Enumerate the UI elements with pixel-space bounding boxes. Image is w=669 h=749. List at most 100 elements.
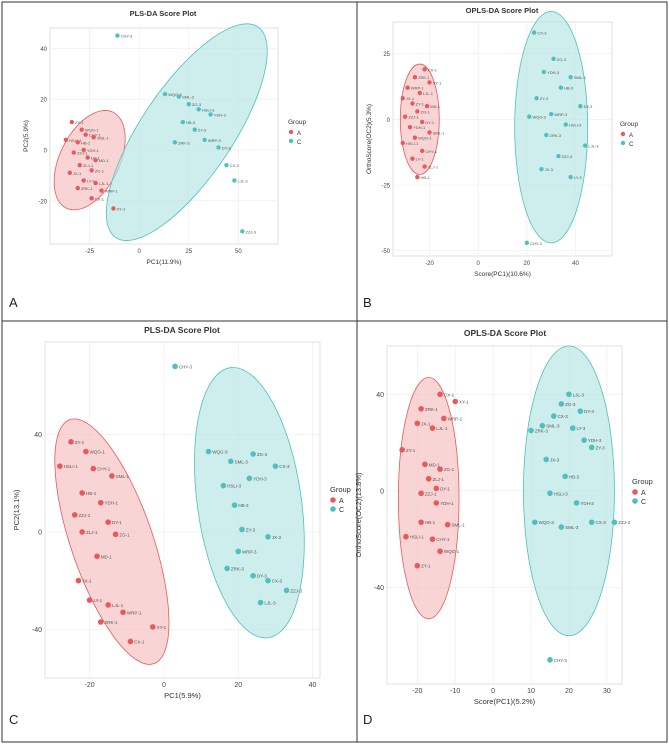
point-label: LY-3 (574, 175, 583, 180)
point-label: HSLI-1 (64, 464, 79, 469)
point-label: JX-1 (82, 579, 92, 584)
point-label: WQG-3 (532, 115, 546, 120)
point-label: ZY-3 (540, 96, 549, 101)
data-point-c (524, 240, 530, 246)
y-tick-label: -50 (381, 249, 390, 255)
legend-swatch-c (632, 498, 638, 504)
data-point-a (402, 114, 408, 119)
data-point-c (240, 229, 245, 234)
point-label: ZY-1 (421, 564, 431, 569)
x-tick-label: -25 (85, 249, 94, 255)
point-label: DY-1 (440, 486, 450, 491)
y-tick-label: -40 (32, 627, 42, 634)
point-label: MD-1 (101, 554, 112, 559)
point-label: DY-3 (584, 409, 594, 414)
data-point-a (422, 67, 427, 72)
point-label: ZG-1 (444, 467, 455, 472)
data-point-c (192, 127, 197, 132)
y-tick-label: 40 (40, 47, 47, 53)
point-label: CX-1 (134, 639, 145, 644)
point-label: WRP-3 (208, 138, 222, 143)
data-point-c (566, 391, 572, 398)
point-label: CHY-3 (554, 658, 568, 663)
data-point-a (429, 425, 436, 431)
x-tick-label: 30 (603, 688, 611, 695)
point-label: CX-3 (558, 414, 569, 419)
point-label: ZLJ-1 (83, 163, 94, 168)
point-label: MD-1 (429, 462, 440, 467)
point-label: DY-1 (112, 520, 122, 525)
legend-swatch-a (632, 489, 638, 495)
legend: Group AC (632, 477, 653, 506)
data-point-a (109, 473, 115, 479)
data-point-c (265, 577, 271, 584)
point-label: YDH-3 (547, 70, 560, 75)
panel-letter: D (363, 712, 372, 727)
point-label: CHY-1 (89, 133, 101, 138)
data-point-a (410, 101, 415, 106)
point-label: WRP-3 (242, 549, 257, 554)
data-point-c (573, 500, 580, 506)
legend-label: C (641, 499, 646, 506)
point-label: WRP-1 (448, 416, 463, 421)
point-label: ZY-1 (406, 448, 416, 453)
point-label: ZY-3 (595, 445, 605, 450)
data-point-a (422, 164, 427, 169)
chart-title: OPLS-DA Score Plot (464, 328, 547, 338)
data-point-c (220, 482, 227, 489)
data-point-a (94, 553, 100, 560)
legend-label: A (629, 133, 633, 139)
legend-label: C (339, 507, 344, 514)
data-point-a (112, 531, 119, 538)
x-tick-label: -20 (425, 261, 434, 267)
data-point-a (68, 439, 74, 445)
point-label: ZRK-3 (178, 140, 190, 145)
point-label: ZRK-3 (231, 566, 244, 571)
panel-b: CX-1ZRK-1XY-1WRP-1LJL-1JX-1ZY-1MD-1ZG-1Z… (363, 6, 638, 310)
data-point-c (231, 502, 238, 508)
point-label: YDH-3 (588, 438, 602, 443)
point-label: ZRK-3 (550, 133, 562, 138)
data-point-c (543, 456, 549, 463)
data-point-a (105, 602, 111, 608)
point-label: WQG-1 (85, 128, 99, 133)
data-point-a (424, 103, 430, 109)
data-point-c (216, 145, 221, 150)
point-label: ZLJ-1 (86, 530, 98, 535)
data-point-a (425, 475, 432, 482)
data-point-c (611, 519, 618, 526)
point-label: ZG-3 (192, 102, 202, 107)
data-point-c (568, 174, 573, 180)
legend: Group AC (330, 485, 351, 514)
point-label: WQG-3 (212, 450, 228, 455)
point-label: CX-1 (428, 67, 438, 72)
data-point-a (437, 466, 443, 472)
data-point-a (437, 391, 443, 398)
point-label: JX-1 (406, 96, 415, 101)
data-point-c (232, 178, 237, 183)
data-point-c (558, 524, 565, 530)
data-point-a (111, 206, 116, 211)
data-point-a (83, 448, 89, 455)
legend-swatch-a (330, 497, 336, 503)
point-label: ZY-1 (75, 440, 85, 445)
x-tick-label: -20 (85, 682, 95, 689)
panel-letter: C (9, 712, 18, 727)
data-point-c (588, 519, 595, 526)
confidence-ellipse-c (105, 23, 268, 241)
x-tick-label: 0 (138, 249, 142, 255)
data-point-a (89, 196, 94, 201)
data-point-c (578, 103, 583, 109)
y-tick-label: 40 (376, 392, 384, 399)
data-point-a (63, 137, 69, 143)
data-point-c (265, 533, 271, 540)
point-label: SML-3 (235, 459, 249, 464)
confidence-ellipse-c (514, 11, 589, 244)
point-label: JX-3 (272, 535, 282, 540)
point-label: CX-3 (230, 163, 240, 168)
point-label: SML-1 (451, 523, 465, 528)
legend-swatch-a (288, 129, 294, 135)
legend-swatch-c (288, 138, 294, 144)
point-label: ZG-1 (421, 109, 431, 114)
data-point-c (532, 519, 538, 526)
